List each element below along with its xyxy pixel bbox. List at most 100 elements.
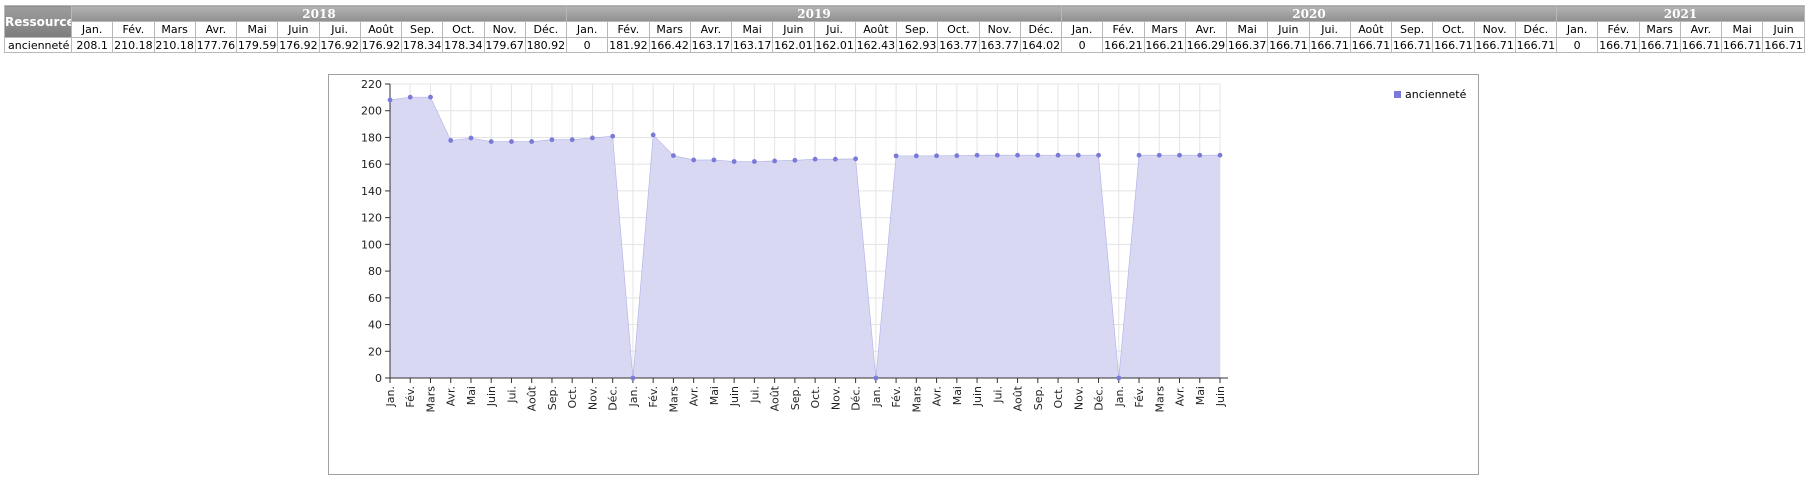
x-tick-label: Août [1012, 385, 1025, 411]
x-tick-label: Mars [424, 386, 437, 413]
month-header: Déc. [524, 21, 568, 38]
data-point [1177, 152, 1182, 158]
month-header: Avr. [1184, 21, 1228, 38]
y-tick-label: 200 [361, 105, 382, 118]
month-header: Mars [153, 21, 196, 38]
x-tick-label: Avr. [1174, 386, 1187, 406]
data-point [792, 157, 798, 163]
data-point [1055, 152, 1061, 158]
data-point [974, 152, 980, 158]
x-tick-label: Fév. [890, 386, 903, 408]
month-header: Jan. [70, 21, 114, 38]
data-point [529, 139, 535, 144]
x-tick-label: Mai [1194, 386, 1207, 405]
table-cell: 162.01 [813, 37, 856, 53]
table-cell: 176.92 [318, 37, 361, 53]
month-header: Déc. [1019, 21, 1063, 38]
year-header: 2019 [566, 5, 1062, 22]
data-point [1156, 152, 1162, 158]
data-point [1035, 152, 1041, 158]
month-header: Mai [1720, 21, 1764, 38]
x-tick-label: Mai [708, 386, 721, 405]
y-tick-label: 140 [361, 185, 382, 198]
x-tick-label: Jui. [505, 386, 518, 404]
month-header: Mai [235, 21, 279, 38]
data-point [1096, 152, 1101, 158]
table-cell: 181.92 [607, 37, 650, 53]
x-tick-label: Jan. [384, 386, 397, 407]
x-tick-label: Août [526, 385, 539, 411]
table-cell: 163.77 [937, 37, 980, 53]
month-header: Oct. [937, 21, 980, 38]
legend: ancienneté [1394, 88, 1466, 101]
x-tick-label: Nov. [1072, 386, 1085, 410]
data-point [569, 137, 575, 143]
table-cell: 166.71 [1514, 37, 1558, 53]
data-point [428, 94, 433, 100]
data-table: Ressource 2018 2019 2020 2021 Jan. Fév. Mars A… [4, 5, 1805, 53]
month-header: Mai [730, 21, 774, 38]
table-cell: 210.18 [112, 37, 155, 53]
month-header: Nov. [1473, 21, 1516, 38]
data-point [1116, 375, 1122, 381]
data-point [994, 152, 1000, 158]
month-header: Jui. [318, 21, 361, 38]
month-header: Mai [1225, 21, 1269, 38]
data-point [751, 159, 757, 164]
month-header: Juin [1762, 21, 1805, 38]
table-cell: 166.71 [1432, 37, 1475, 53]
x-tick-label: Avr. [688, 386, 701, 406]
x-tick-label: Oct. [809, 386, 822, 409]
month-header: Jui. [813, 21, 856, 38]
data-point [934, 153, 939, 159]
month-header: Jan. [1555, 21, 1599, 38]
table-cell: 178.34 [442, 37, 485, 53]
month-header: Août [854, 21, 898, 38]
y-tick-label: 20 [368, 345, 382, 358]
table-cell: 166.71 [1762, 37, 1805, 53]
table-cell: 0 [1060, 37, 1104, 53]
data-point [1015, 152, 1020, 158]
x-tick-label: Mai [951, 386, 964, 405]
y-tick-label: 100 [361, 238, 382, 251]
table-cell: 0 [1555, 37, 1599, 53]
month-header: Oct. [1432, 21, 1475, 38]
row-label: ancienneté [4, 37, 72, 53]
y-tick-label: 120 [361, 212, 382, 225]
table-cell: 208.1 [70, 37, 114, 53]
table-cell: 179.59 [235, 37, 279, 53]
month-header: Mars [1143, 21, 1186, 38]
table-cell: 166.71 [1638, 37, 1681, 53]
data-point [772, 158, 778, 164]
year-header: 2021 [1556, 5, 1805, 22]
table-cell: 177.76 [194, 37, 238, 53]
x-tick-label: Oct. [566, 386, 579, 409]
y-tick-label: 220 [361, 78, 382, 91]
x-tick-label: Jan. [627, 386, 640, 407]
data-point [407, 94, 413, 100]
table-cell: 166.42 [648, 37, 691, 53]
month-header: Avr. [1679, 21, 1723, 38]
month-header: Mars [1638, 21, 1681, 38]
chart-container: 0 20 40 60 80 100 120 140 160 180 200 220 Jan. Fév. Ma… [328, 74, 1479, 475]
x-tick-label: Nov. [586, 386, 599, 410]
table-cell: 0 [565, 37, 609, 53]
x-tick-label: Mars [667, 386, 680, 413]
x-tick-label: Avr. [445, 386, 458, 406]
table-cell: 164.02 [1019, 37, 1063, 53]
series-line [389, 96, 1220, 379]
month-header: Nov. [978, 21, 1021, 38]
table-cell: 163.77 [978, 37, 1021, 53]
x-tick-label: Fév. [647, 386, 660, 408]
x-tick-label: Sep. [546, 386, 559, 410]
table-cell: 166.21 [1102, 37, 1145, 53]
year-header: 2020 [1061, 5, 1557, 22]
table-row: ancienneté 208.1 210.18 210.18 177.76 179.59 1… [4, 37, 1805, 53]
table-cell: 176.92 [359, 37, 403, 53]
x-tick-label: Sep. [789, 386, 802, 410]
legend-swatch [1394, 91, 1401, 98]
data-point [448, 138, 454, 143]
month-header: Oct. [442, 21, 485, 38]
x-tick-label: Mars [1153, 386, 1166, 413]
y-tick-label: 0 [375, 372, 382, 385]
